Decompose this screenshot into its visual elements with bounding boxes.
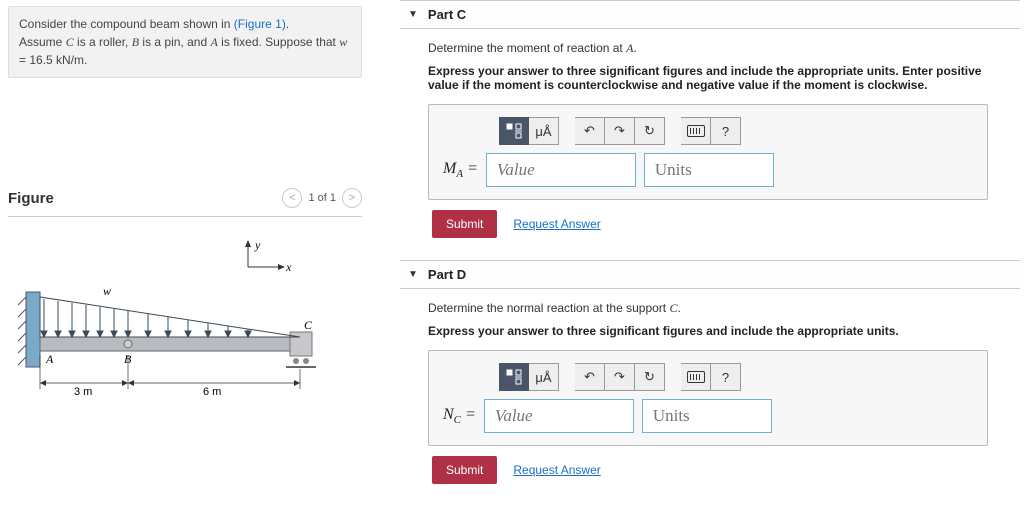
reset-tool[interactable]: ↻: [635, 363, 665, 391]
value-input[interactable]: [486, 153, 636, 187]
caret-icon: ▼: [408, 269, 418, 280]
vector-tool[interactable]: μÅ: [529, 363, 559, 391]
fraction-tool[interactable]: [499, 117, 529, 145]
x-axis-label: x: [285, 260, 292, 274]
label-A: A: [45, 352, 54, 366]
figure-section: Figure < 1 of 1 > y x: [8, 188, 362, 417]
answer-row: MA =: [443, 153, 973, 187]
load-label: w: [103, 284, 111, 298]
help-tool[interactable]: ?: [711, 363, 741, 391]
fraction-tool[interactable]: [499, 363, 529, 391]
submit-row: Submit Request Answer: [432, 210, 1012, 238]
figure-title: Figure: [8, 190, 54, 207]
part-body: Determine the moment of reaction at A. Ex…: [400, 29, 1020, 246]
figure-header: Figure < 1 of 1 >: [8, 188, 362, 212]
undo-tool[interactable]: ↶: [575, 117, 605, 145]
figure-next-button[interactable]: >: [342, 188, 362, 208]
figure-nav: < 1 of 1 >: [282, 188, 362, 208]
label-C: C: [304, 318, 313, 332]
right-column: ▼ Part C Determine the moment of reaction …: [400, 0, 1020, 506]
keyboard-icon: [687, 125, 705, 137]
units-input[interactable]: [642, 399, 772, 433]
answer-toolbar: μÅ ↶↷↻?: [499, 117, 973, 145]
keyboard-tool[interactable]: [681, 363, 711, 391]
problem-assume: Assume C is a roller, B is a pin, and A …: [19, 35, 347, 67]
answer-toolbar: μÅ ↶↷↻?: [499, 363, 973, 391]
reset-tool[interactable]: ↻: [635, 117, 665, 145]
request-answer-link[interactable]: Request Answer: [513, 463, 600, 477]
caret-icon: ▼: [408, 9, 418, 20]
problem-text-pre: Consider the compound beam shown in: [19, 17, 234, 31]
instruction-text: Express your answer to three significant…: [428, 324, 1012, 338]
part-header[interactable]: ▼ Part D: [400, 260, 1020, 289]
figure-prev-button[interactable]: <: [282, 188, 302, 208]
submit-button[interactable]: Submit: [432, 210, 497, 238]
part-body: Determine the normal reaction at the sup…: [400, 289, 1020, 492]
figure-canvas: y x: [8, 237, 348, 417]
problem-statement: Consider the compound beam shown in (Fig…: [8, 6, 362, 78]
variable-label: NC =: [443, 406, 476, 426]
variable-label: MA =: [443, 160, 478, 180]
keyboard-icon: [687, 371, 705, 383]
instruction-text: Express your answer to three significant…: [428, 64, 1012, 92]
keyboard-tool[interactable]: [681, 117, 711, 145]
part-title: Part C: [428, 7, 466, 22]
prompt-text: Determine the moment of reaction at A.: [428, 41, 1012, 56]
y-axis-label: y: [254, 238, 261, 252]
submit-row: Submit Request Answer: [432, 456, 1012, 484]
partC: ▼ Part C Determine the moment of reaction …: [400, 0, 1020, 246]
figure-nav-label: 1 of 1: [308, 192, 336, 204]
redo-tool[interactable]: ↷: [605, 117, 635, 145]
dim-AB: 3 m: [74, 386, 92, 398]
answer-row: NC =: [443, 399, 973, 433]
prompt-text: Determine the normal reaction at the sup…: [428, 301, 1012, 316]
submit-button[interactable]: Submit: [432, 456, 497, 484]
redo-tool[interactable]: ↷: [605, 363, 635, 391]
dim-BC: 6 m: [203, 386, 221, 398]
answer-box: μÅ ↶↷↻? MA =: [428, 104, 988, 200]
undo-tool[interactable]: ↶: [575, 363, 605, 391]
partD: ▼ Part D Determine the normal reaction at …: [400, 260, 1020, 492]
value-input[interactable]: [484, 399, 634, 433]
left-column: Consider the compound beam shown in (Fig…: [0, 0, 370, 423]
beam-diagram: y x: [8, 237, 348, 427]
part-title: Part D: [428, 267, 466, 282]
units-input[interactable]: [644, 153, 774, 187]
figure-divider: [8, 216, 362, 217]
problem-text-post: .: [286, 17, 289, 31]
answer-box: μÅ ↶↷↻? NC =: [428, 350, 988, 446]
vector-tool[interactable]: μÅ: [529, 117, 559, 145]
help-tool[interactable]: ?: [711, 117, 741, 145]
figure-link[interactable]: (Figure 1): [234, 17, 286, 31]
request-answer-link[interactable]: Request Answer: [513, 217, 600, 231]
part-header[interactable]: ▼ Part C: [400, 0, 1020, 29]
